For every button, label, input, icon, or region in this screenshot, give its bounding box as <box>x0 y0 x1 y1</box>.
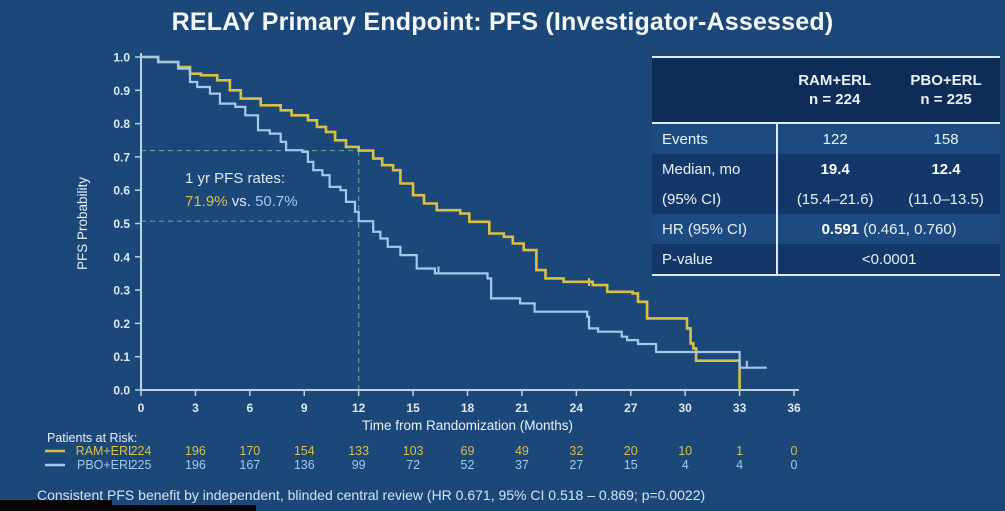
risk-value: 49 <box>515 444 529 458</box>
risk-value: 52 <box>461 458 475 472</box>
km-plot: 0.0 0.1 0.2 0.3 0.4 0.5 0.6 0.7 0.8 0.9 1.0 0 3 6 9 12 1… <box>35 45 805 485</box>
ci-label: (95% CI) <box>652 184 779 214</box>
risk-value: 225 <box>131 458 152 472</box>
col-header-pbo: PBO+ERL n = 225 <box>892 57 1000 124</box>
hr-label: HR (95% CI) <box>652 214 779 244</box>
pvalue-value: <0.0001 <box>777 244 1000 275</box>
footnote: Consistent PFS benefit by independent, b… <box>37 487 706 503</box>
km-curve-ram-erl <box>141 55 741 390</box>
col-header-ram-name: RAM+ERL <box>798 72 872 89</box>
risk-value: 196 <box>185 444 206 458</box>
y-tick-label: 0.9 <box>113 84 130 98</box>
results-header-row: RAM+ERL n = 224 PBO+ERL n = 225 <box>652 57 1000 124</box>
y-tick-label: 0.1 <box>113 350 130 364</box>
risk-value: 27 <box>569 458 583 472</box>
x-tick-label: 24 <box>570 401 584 415</box>
risk-row-name: PBO+ERL <box>77 458 135 472</box>
median-ram: 19.4 <box>777 154 893 184</box>
y-tick-label: 0.2 <box>113 317 130 331</box>
km-curve-pbo-erl <box>141 55 767 369</box>
risk-value: 32 <box>569 444 583 458</box>
x-tick-label: 15 <box>406 401 420 415</box>
y-axis-label: PFS Probability <box>75 177 90 270</box>
risk-value: 1 <box>736 444 743 458</box>
events-row: Events 122 158 <box>652 123 1000 154</box>
risk-value: 170 <box>239 444 260 458</box>
hr-row: HR (95% CI) 0.591 (0.461, 0.760) <box>652 214 1000 244</box>
x-axis-label: Time from Randomization (Months) <box>362 418 573 433</box>
x-tick-label: 0 <box>138 401 145 415</box>
risk-value: 15 <box>624 458 638 472</box>
y-tick-label: 0.0 <box>113 384 130 398</box>
ci-pbo: (11.0–13.5) <box>892 184 1000 214</box>
risk-value: 196 <box>185 458 206 472</box>
events-label: Events <box>652 123 779 154</box>
slide-title: RELAY Primary Endpoint: PFS (Investigato… <box>171 8 834 36</box>
y-tick-label: 0.7 <box>113 150 130 164</box>
kaplan-meier-chart: 0.00.10.20.30.40.50.60.70.80.91.00 3 6 9 12 1… <box>45 51 801 472</box>
results-table: RAM+ERL n = 224 PBO+ERL n = 225 Events 1… <box>652 56 1000 276</box>
results-header-spacer <box>652 57 778 124</box>
col-header-ram-n: n = 224 <box>809 91 861 108</box>
x-tick-label: 9 <box>301 401 308 415</box>
y-tick-label: 1.0 <box>113 51 130 65</box>
risk-value: 10 <box>678 444 692 458</box>
risk-value: 4 <box>736 458 743 472</box>
annotation-1yr-rates: 71.9% vs. 50.7% <box>185 193 298 210</box>
x-tick-label: 27 <box>624 401 638 415</box>
risk-value: 37 <box>515 458 529 472</box>
risk-value: 0 <box>791 444 798 458</box>
risk-value: 4 <box>682 458 689 472</box>
risk-value: 99 <box>352 458 366 472</box>
x-tick-label: 36 <box>787 401 801 415</box>
events-pbo: 158 <box>892 123 1000 154</box>
hr-value: 0.591 (0.461, 0.760) <box>777 214 1000 244</box>
risk-value: 103 <box>403 444 424 458</box>
col-header-pbo-n: n = 225 <box>920 91 972 108</box>
median-label: Median, mo <box>652 154 779 184</box>
risk-value: 72 <box>406 458 420 472</box>
ci-row: (95% CI) (15.4–21.6) (11.0–13.5) <box>652 184 1000 214</box>
y-tick-label: 0.3 <box>113 284 130 298</box>
x-tick-label: 30 <box>678 401 692 415</box>
ci-ram: (15.4–21.6) <box>777 184 893 214</box>
hr-value-ci: (0.461, 0.760) <box>859 220 957 238</box>
x-tick-label: 21 <box>515 401 529 415</box>
hr-value-bold: 0.591 <box>821 220 860 238</box>
y-tick-label: 0.6 <box>113 184 130 198</box>
risk-value: 20 <box>624 444 638 458</box>
median-row: Median, mo 19.4 12.4 <box>652 154 1000 184</box>
x-tick-label: 3 <box>192 401 199 415</box>
events-ram: 122 <box>777 123 893 154</box>
col-header-pbo-name: PBO+ERL <box>910 72 982 89</box>
x-tick-label: 6 <box>246 401 253 415</box>
y-tick-label: 0.5 <box>113 217 130 231</box>
pvalue-row: P-value <0.0001 <box>652 244 1000 275</box>
annotation-1yr-title: 1 yr PFS rates: <box>185 170 285 187</box>
risk-value: 133 <box>348 444 369 458</box>
risk-value: 167 <box>239 458 260 472</box>
x-tick-label: 33 <box>733 401 747 415</box>
risk-value: 224 <box>131 444 152 458</box>
col-header-ram: RAM+ERL n = 224 <box>777 57 893 124</box>
pvalue-label: P-value <box>652 244 779 275</box>
risk-row-name: RAM+ERL <box>76 444 135 458</box>
letterbox-strip <box>0 505 256 511</box>
risk-value: 69 <box>461 444 475 458</box>
median-pbo: 12.4 <box>892 154 1000 184</box>
risk-value: 154 <box>294 444 315 458</box>
y-tick-label: 0.8 <box>113 117 130 131</box>
y-tick-label: 0.4 <box>113 250 130 264</box>
patients-at-risk-label: Patients at Risk: <box>47 431 137 445</box>
risk-value: 0 <box>791 458 798 472</box>
risk-value: 136 <box>294 458 315 472</box>
x-tick-label: 18 <box>461 401 475 415</box>
x-tick-label: 12 <box>352 401 366 415</box>
